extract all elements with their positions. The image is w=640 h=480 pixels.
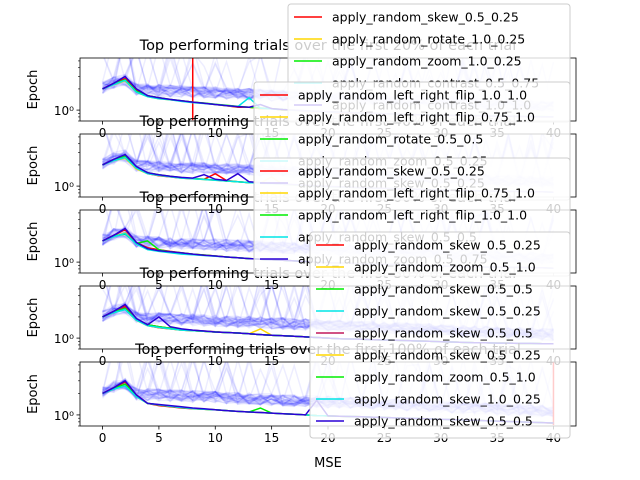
- legend-label: apply_random_zoom_0.5_1.0: [354, 370, 536, 385]
- legend-label: apply_random_skew_0.5_0.5: [354, 282, 533, 297]
- x-tick-label: 5: [155, 354, 163, 368]
- legend-box: [309, 231, 571, 439]
- legend-label: apply_random_skew_0.5_0.5: [354, 326, 533, 341]
- legend-label: apply_random_skew_0.5_0.25: [332, 10, 519, 25]
- y-tick-label: 10⁰: [54, 332, 74, 346]
- legend-label: apply_random_zoom_0.5_1.0: [354, 260, 536, 275]
- x-tick-label: 10: [208, 354, 223, 368]
- x-tick-label: 15: [264, 278, 279, 292]
- x-tick-label: 5: [155, 126, 163, 140]
- legend-label: apply_random_zoom_1.0_0.25: [332, 54, 522, 69]
- x-tick-label: 0: [99, 126, 107, 140]
- x-tick-label: 0: [99, 354, 107, 368]
- x-tick-label: 15: [264, 431, 279, 445]
- legend-label: apply_random_skew_0.5_0.25: [354, 304, 541, 319]
- legend-label: apply_random_left_right_flip_1.0_1.0: [298, 88, 527, 103]
- y-axis-label: Epoch: [26, 298, 41, 338]
- legend-label: apply_random_left_right_flip_0.75_1.0: [298, 110, 535, 125]
- x-tick-label: 10: [208, 431, 223, 445]
- legend-label: apply_random_skew_0.5_0.25: [354, 238, 541, 253]
- y-axis-label: Epoch: [26, 222, 41, 262]
- legend-label: apply_random_skew_1.0_0.25: [354, 392, 541, 407]
- x-tick-label: 5: [155, 431, 163, 445]
- y-tick-label: 10⁰: [54, 409, 74, 423]
- y-axis-label: Epoch: [26, 70, 41, 110]
- chart-panels: 051015202530354010⁰EpochTop performing t…: [26, 3, 577, 445]
- x-tick-label: 15: [264, 354, 279, 368]
- x-tick-label: 5: [155, 278, 163, 292]
- legend-label: apply_random_skew_0.5_0.5: [354, 414, 533, 429]
- y-axis-label: Epoch: [26, 146, 41, 186]
- y-axis-label: Epoch: [26, 374, 41, 414]
- x-tick-label: 0: [99, 202, 107, 216]
- x-tick-label: 10: [208, 126, 223, 140]
- legend-label: apply_random_left_right_flip_1.0_1.0: [298, 208, 527, 223]
- legend-label: apply_random_rotate_0.5_0.5: [298, 132, 483, 147]
- y-tick-label: 10⁰: [54, 180, 74, 194]
- x-tick-label: 10: [208, 202, 223, 216]
- x-tick-label: 0: [99, 431, 107, 445]
- figure-x-axis-label: MSE: [314, 456, 342, 471]
- x-tick-label: 10: [208, 278, 223, 292]
- legend-label: apply_random_skew_0.5_0.25: [298, 164, 485, 179]
- y-tick-label: 10⁰: [54, 256, 74, 270]
- legend-panel-4: apply_random_skew_0.5_0.25 apply_random_z…: [309, 231, 571, 439]
- legend-label: apply_random_left_right_flip_0.75_1.0: [298, 186, 535, 201]
- legend-label: apply_random_skew_0.5_0.25: [354, 348, 541, 363]
- x-tick-label: 0: [99, 278, 107, 292]
- legend-label: apply_random_rotate_1.0_0.25: [332, 32, 525, 47]
- x-tick-label: 5: [155, 202, 163, 216]
- y-tick-label: 10⁰: [54, 104, 74, 118]
